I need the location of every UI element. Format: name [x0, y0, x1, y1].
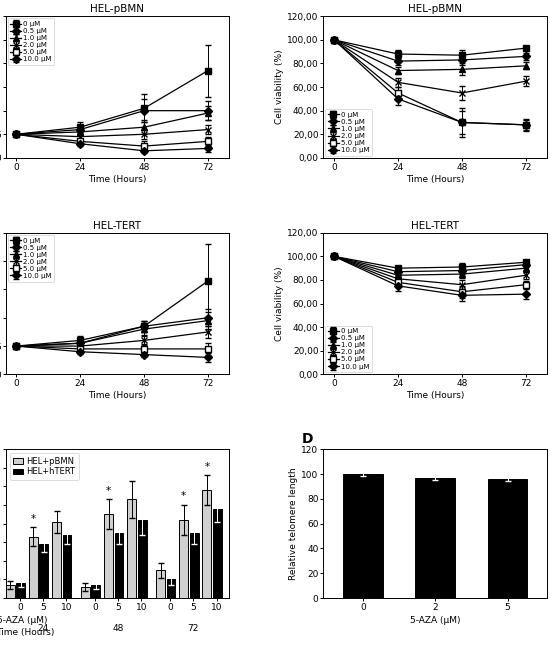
Bar — [29, 537, 38, 598]
Bar — [167, 579, 175, 598]
Text: 24: 24 — [37, 624, 49, 633]
Title: HEL-TERT: HEL-TERT — [94, 220, 141, 231]
Text: *: * — [181, 491, 186, 501]
Y-axis label: Cell viability (%): Cell viability (%) — [275, 266, 284, 341]
Bar — [40, 544, 48, 598]
X-axis label: Time (Hours): Time (Hours) — [406, 391, 465, 400]
X-axis label: Time (Hours): Time (Hours) — [88, 175, 147, 183]
Bar — [6, 585, 15, 598]
X-axis label: Time (Hours): Time (Hours) — [406, 175, 465, 183]
Bar — [104, 514, 113, 598]
Y-axis label: Cell viability (%): Cell viability (%) — [275, 50, 284, 124]
Bar — [343, 474, 383, 598]
Title: HEL-TERT: HEL-TERT — [411, 220, 459, 231]
Bar — [213, 509, 222, 598]
Text: *: * — [31, 514, 36, 524]
Bar — [415, 478, 455, 598]
Text: *: * — [106, 486, 111, 496]
Bar — [52, 522, 61, 598]
Bar — [138, 520, 147, 598]
Legend: HEL+pBMN, HEL+hTERT: HEL+pBMN, HEL+hTERT — [10, 454, 79, 480]
Title: HEL-pBMN: HEL-pBMN — [90, 4, 145, 14]
Text: Time (Hours): Time (Hours) — [0, 628, 55, 637]
Text: *: * — [204, 462, 210, 472]
Y-axis label: Relative telomere length: Relative telomere length — [289, 467, 299, 580]
Legend: 0 μM, 0.5 μM, 1.0 μM, 2.0 μM, 5.0 μM, 10.0 μM: 0 μM, 0.5 μM, 1.0 μM, 2.0 μM, 5.0 μM, 10… — [8, 235, 54, 281]
X-axis label: Time (Hours): Time (Hours) — [88, 391, 147, 400]
Bar — [127, 499, 136, 598]
Bar — [202, 490, 211, 598]
Legend: 0 μM, 0.5 μM, 1.0 μM, 2.0 μM, 5.0 μM, 10.0 μM: 0 μM, 0.5 μM, 1.0 μM, 2.0 μM, 5.0 μM, 10… — [8, 18, 54, 65]
Text: 5-AZA (μM): 5-AZA (μM) — [410, 616, 460, 625]
Bar — [190, 533, 199, 598]
Bar — [63, 535, 72, 598]
Title: HEL-pBMN: HEL-pBMN — [408, 4, 463, 14]
Text: 72: 72 — [188, 624, 199, 633]
Bar — [114, 533, 123, 598]
Text: 5-AZA (μM): 5-AZA (μM) — [0, 616, 47, 625]
Legend: 0 μM, 0.5 μM, 1.0 μM, 2.0 μM, 5.0 μM, 10.0 μM: 0 μM, 0.5 μM, 1.0 μM, 2.0 μM, 5.0 μM, 10… — [326, 109, 372, 156]
Bar — [488, 479, 527, 598]
Bar — [91, 585, 100, 598]
Bar — [156, 570, 165, 598]
Text: 48: 48 — [113, 624, 124, 633]
Bar — [179, 520, 188, 598]
Bar — [16, 583, 25, 598]
Legend: 0 μM, 0.5 μM, 1.0 μM, 2.0 μM, 5.0 μM, 10.0 μM: 0 μM, 0.5 μM, 1.0 μM, 2.0 μM, 5.0 μM, 10… — [326, 326, 372, 372]
Text: D: D — [301, 432, 313, 446]
Bar — [81, 587, 90, 598]
